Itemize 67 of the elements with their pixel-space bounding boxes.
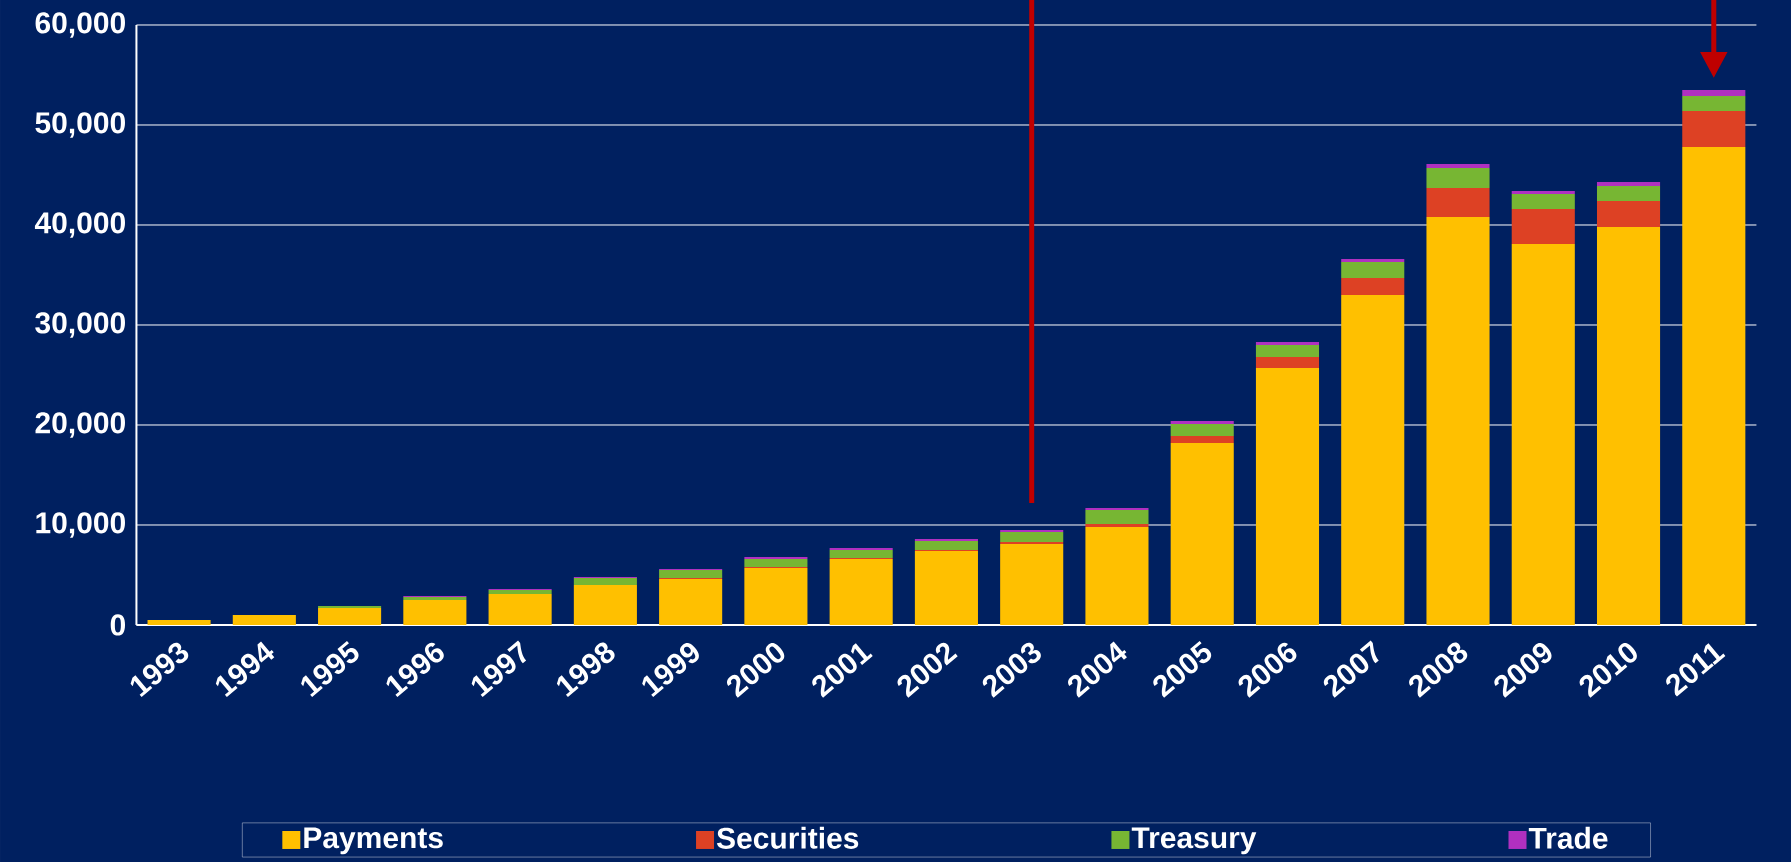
bar <box>659 578 723 625</box>
bar <box>1426 167 1490 188</box>
legend-label: Payments <box>304 827 443 855</box>
y-tick-label: 30,000 <box>35 312 125 338</box>
bar <box>1255 367 1320 625</box>
bar <box>147 619 211 625</box>
bar <box>1255 356 1320 368</box>
bar <box>1341 277 1405 295</box>
bar <box>829 547 893 550</box>
bar <box>1426 187 1490 217</box>
bar <box>1170 435 1234 443</box>
bar <box>1000 541 1064 544</box>
bar <box>1085 509 1149 524</box>
bar <box>1170 420 1234 424</box>
bar <box>1000 529 1064 532</box>
bar <box>488 589 552 594</box>
bar <box>488 593 552 625</box>
bar <box>659 569 723 578</box>
bar <box>232 614 296 625</box>
bar <box>573 584 637 625</box>
y-tick-label: 60,000 <box>35 12 125 38</box>
bar <box>1596 181 1661 186</box>
bar <box>744 558 808 567</box>
bar <box>1085 526 1149 625</box>
bar <box>1170 423 1234 436</box>
bar <box>1341 294 1405 625</box>
bar <box>1511 193 1575 209</box>
bar <box>403 599 467 625</box>
bar <box>1511 190 1575 194</box>
y-tick-label: 40,000 <box>34 212 125 238</box>
bar <box>1511 243 1575 625</box>
bar <box>318 605 382 608</box>
bar <box>318 607 382 625</box>
bar <box>744 567 808 625</box>
bar <box>1511 208 1575 244</box>
bar <box>914 550 978 625</box>
bar <box>1426 216 1490 625</box>
bar <box>744 556 808 559</box>
bar <box>1255 341 1320 345</box>
bar <box>914 538 978 541</box>
y-tick-label: 0 <box>110 614 126 636</box>
bar <box>829 549 893 558</box>
bar <box>1000 543 1064 625</box>
bar <box>1596 226 1661 625</box>
bar <box>1596 185 1661 201</box>
bar <box>1596 200 1661 227</box>
y-tick-label: 20,000 <box>35 412 125 438</box>
bar <box>1170 442 1234 625</box>
bar <box>1682 89 1746 96</box>
bar <box>829 558 893 625</box>
legend-label: Securities <box>716 826 859 849</box>
legend-label: Treasury <box>1131 827 1257 855</box>
legend-label: Trade <box>1528 826 1608 849</box>
bar <box>1255 344 1320 357</box>
y-tick-label: 50,000 <box>35 112 125 138</box>
y-tick-label: 10,000 <box>36 512 125 538</box>
bar <box>1085 507 1149 510</box>
bar <box>1085 523 1149 527</box>
bar <box>1426 163 1490 168</box>
bar <box>1682 110 1746 147</box>
bar <box>1682 95 1746 111</box>
bar <box>573 577 637 585</box>
bar <box>1682 146 1746 625</box>
bar <box>914 540 978 550</box>
bar <box>1341 261 1405 278</box>
bar <box>1000 531 1064 542</box>
bar <box>1341 258 1405 262</box>
